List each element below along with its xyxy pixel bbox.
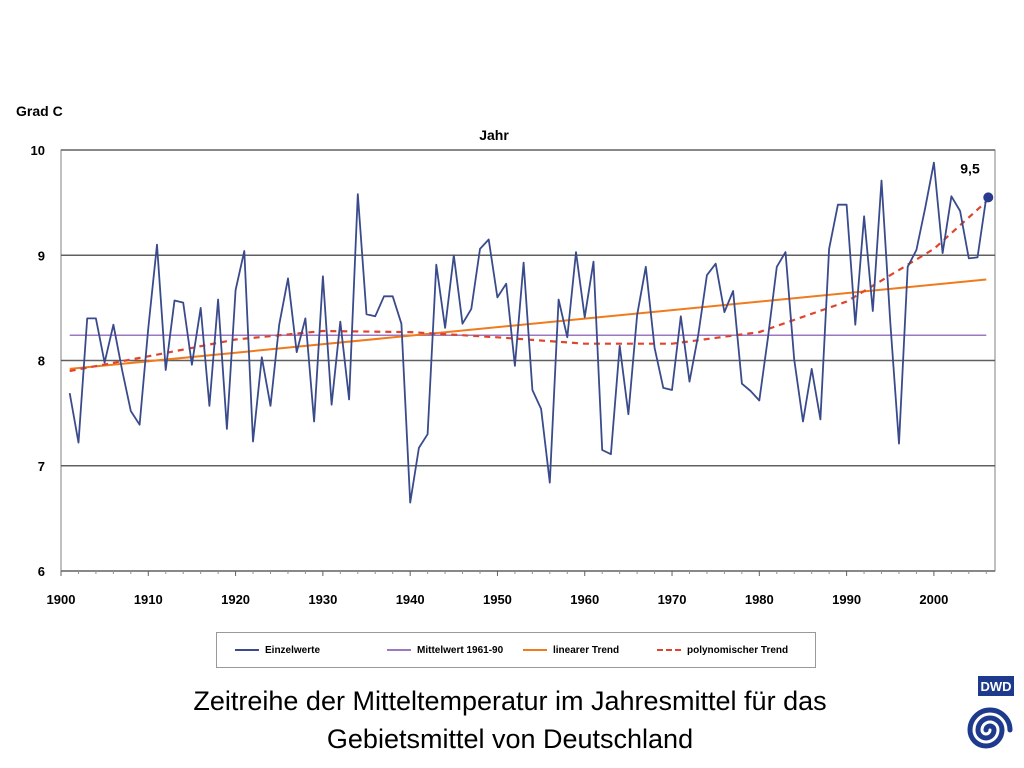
legend-label-mittelwert: Mittelwert 1961-90 [417,644,504,656]
annotation-label: 9,5 [960,160,980,176]
caption-line-2: Gebietsmittel von Deutschland [326,724,694,754]
dwd-logo: DWD [967,676,1014,749]
y-tick-label: 6 [38,564,45,579]
dwd-logo-box [978,676,1014,696]
x-tick-label: 1960 [570,592,599,607]
legend-line-polynomischer-trend [657,649,681,651]
dwd-logo-text: DWD [980,679,1011,694]
legend-item-linearer-trend: linearer Trend [523,641,619,659]
x-tick-label: 1920 [221,592,250,607]
temperature-chart: 6 7 8 9 10 1900 1910 1920 1930 1940 1950 1960 1970 19… [16,103,996,607]
y-axis-label: Grad C [16,103,63,119]
x-tick-label: 1930 [308,592,337,607]
legend-label-einzelwerte: Einzelwerte [265,644,321,656]
legend-line-mittelwert [387,649,411,651]
legend-line-einzelwerte [235,649,259,651]
legend-item-mittelwert: Mittelwert 1961-90 [387,641,503,659]
annotation-point [983,192,994,203]
legend-item-einzelwerte: Einzelwerte [235,641,320,659]
x-tick-label: 1950 [483,592,512,607]
legend-label-polynomischer-trend: polynomischer Trend [687,644,789,656]
chart-legend: Einzelwerte Mittelwert 1961-90 linearer … [216,632,816,668]
y-tick-label: 8 [38,354,45,369]
x-tick-label: 1970 [658,592,687,607]
x-tick-label: 1910 [134,592,163,607]
y-tick-label: 7 [38,459,45,474]
chart-title: Jahr [479,127,509,143]
x-tick-label: 2000 [919,592,948,607]
legend-line-linearer-trend [523,649,547,651]
legend-label-linearer-trend: linearer Trend [553,644,620,656]
x-tick-label: 1990 [832,592,861,607]
x-tick-label: 1900 [47,592,76,607]
y-tick-label: 10 [31,143,45,158]
legend-item-polynomischer-trend: polynomischer Trend [657,641,788,659]
caption-line-1: Zeitreihe der Mitteltemperatur im Jahres… [193,686,827,716]
caption: Zeitreihe der Mitteltemperatur im Jahres… [0,682,1024,758]
y-tick-label: 9 [38,248,45,263]
series-line-einzelwerte [68,161,988,504]
x-tick-label: 1980 [745,592,774,607]
swirl-icon [967,707,1013,749]
x-tick-label: 1940 [396,592,425,607]
